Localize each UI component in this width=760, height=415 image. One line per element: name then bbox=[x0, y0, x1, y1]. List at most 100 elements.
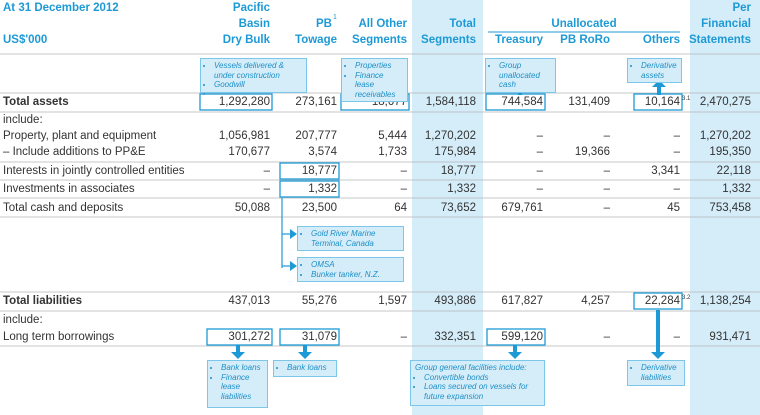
cell-value: 45 bbox=[667, 202, 680, 214]
cell-value: 4,257 bbox=[581, 295, 610, 307]
callout: Group unallocated cash bbox=[485, 58, 556, 93]
callout-heading: Group general facilities include: bbox=[415, 363, 527, 372]
cell-value: 1,332 bbox=[447, 183, 476, 195]
cell-value: 437,013 bbox=[228, 295, 270, 307]
cell-value: – bbox=[400, 183, 407, 195]
cell-value: 31,079 bbox=[301, 331, 337, 343]
footnote-ref: 3.2 bbox=[682, 295, 691, 301]
cell-value: – bbox=[603, 130, 610, 142]
callout-list: Derivative liabilities bbox=[631, 363, 681, 382]
cell-value: 617,827 bbox=[501, 295, 543, 307]
callout-item: Bunker tanker, N.Z. bbox=[311, 270, 400, 280]
callout: Derivative liabilities bbox=[627, 360, 685, 386]
footnote-ref: 3.1 bbox=[682, 96, 691, 102]
cell-value: 19,366 bbox=[574, 146, 610, 158]
cell-value: – bbox=[673, 331, 680, 343]
cell-value: 1,292,280 bbox=[218, 96, 270, 108]
row-label: include: bbox=[3, 114, 43, 126]
row-label: Total assets bbox=[3, 96, 69, 108]
column-header: Statements bbox=[689, 34, 751, 46]
column-header: All Other bbox=[358, 18, 407, 30]
column-header: Treasury bbox=[495, 34, 543, 46]
cell-value: 599,120 bbox=[501, 331, 543, 343]
value-highlight bbox=[486, 328, 546, 346]
cell-value: 493,886 bbox=[434, 295, 476, 307]
cell-value: 753,458 bbox=[709, 202, 751, 214]
cell-value: 23,500 bbox=[301, 202, 337, 214]
callout: Bank loans bbox=[273, 360, 337, 377]
callout-item: Bank loans bbox=[221, 363, 264, 373]
callout-list: Convertible bondsLoans secured on vessel… bbox=[414, 373, 541, 402]
callout-item: Derivative assets bbox=[641, 61, 678, 80]
callout-list: Bank loans bbox=[277, 363, 333, 373]
cell-value: 3,574 bbox=[308, 146, 337, 158]
row-label: include: bbox=[3, 314, 43, 326]
column-header: Towage bbox=[295, 34, 337, 46]
cell-value: – bbox=[673, 130, 680, 142]
header-unit: US$'000 bbox=[3, 34, 48, 46]
cell-value: – bbox=[263, 165, 270, 177]
cell-value: – bbox=[603, 202, 610, 214]
cell-value: 73,652 bbox=[440, 202, 476, 214]
cell-value: 22,118 bbox=[716, 165, 751, 177]
callout-item: Properties bbox=[355, 61, 404, 71]
callout-item: Vessels delivered & under construction bbox=[214, 61, 303, 80]
cell-value: 1,270,202 bbox=[424, 130, 476, 142]
cell-value: – bbox=[603, 331, 610, 343]
value-highlight bbox=[206, 328, 273, 346]
cell-value: 1,332 bbox=[308, 183, 337, 195]
cell-value: – bbox=[536, 183, 543, 195]
cell-value: – bbox=[673, 146, 680, 158]
value-highlight bbox=[199, 93, 273, 111]
callout-item: OMSA bbox=[311, 260, 400, 270]
row-label: Total cash and deposits bbox=[3, 202, 124, 214]
callout: Bank loansFinance lease liabilities bbox=[207, 360, 268, 408]
callout: OMSABunker tanker, N.Z. bbox=[297, 257, 404, 282]
cell-value: – bbox=[603, 183, 610, 195]
cell-value: 332,351 bbox=[434, 331, 476, 343]
value-highlight bbox=[485, 93, 546, 111]
cell-value: 301,272 bbox=[228, 331, 270, 343]
callout-list: PropertiesFinance lease receivables bbox=[345, 61, 404, 99]
column-header: Dry Bulk bbox=[222, 34, 270, 46]
row-rules bbox=[0, 53, 760, 347]
row-label: Long term borrowings bbox=[3, 331, 115, 343]
value-highlight bbox=[279, 180, 340, 198]
callout: PropertiesFinance lease receivables bbox=[341, 58, 408, 102]
cell-value: 5,444 bbox=[378, 130, 407, 142]
callout-item: Bank loans bbox=[287, 363, 333, 373]
cell-value: – bbox=[400, 331, 407, 343]
header-footnote-ref: 1 bbox=[333, 14, 337, 21]
value-highlight bbox=[633, 93, 683, 111]
cell-value: – bbox=[263, 183, 270, 195]
callout-list: Gold River Marine Terminal, Canada bbox=[301, 229, 400, 248]
cell-value: 18,777 bbox=[440, 165, 476, 177]
cell-value: 1,733 bbox=[378, 146, 407, 158]
callout-item: Derivative liabilities bbox=[641, 363, 681, 382]
cell-value: 1,597 bbox=[378, 295, 407, 307]
cell-value: 50,088 bbox=[234, 202, 270, 214]
callout-list: Derivative assets bbox=[631, 61, 678, 80]
cell-value: 744,584 bbox=[501, 96, 543, 108]
column-header: Segments bbox=[421, 34, 476, 46]
row-label: Interests in jointly controlled entities bbox=[3, 165, 185, 177]
cell-value: – bbox=[400, 165, 407, 177]
cell-value: – bbox=[536, 146, 543, 158]
column-header: Basin bbox=[238, 18, 270, 30]
cell-value: – bbox=[536, 165, 543, 177]
row-label: Total liabilities bbox=[3, 295, 83, 307]
cell-value: 64 bbox=[394, 202, 407, 214]
column-header: PB bbox=[316, 18, 332, 30]
row-label: Property, plant and equipment bbox=[3, 130, 157, 142]
callout-list: Group unallocated cash bbox=[489, 61, 552, 90]
value-highlight bbox=[279, 162, 340, 180]
cell-value: 175,984 bbox=[434, 146, 476, 158]
cell-value: 3,341 bbox=[651, 165, 680, 177]
callout-list: Vessels delivered & under constructionGo… bbox=[204, 61, 303, 90]
cell-value: 2,470,275 bbox=[699, 96, 751, 108]
value-highlight bbox=[279, 328, 340, 346]
column-header: PB RoRo bbox=[560, 34, 610, 46]
cell-value: – bbox=[536, 130, 543, 142]
cell-value: 931,471 bbox=[709, 331, 751, 343]
